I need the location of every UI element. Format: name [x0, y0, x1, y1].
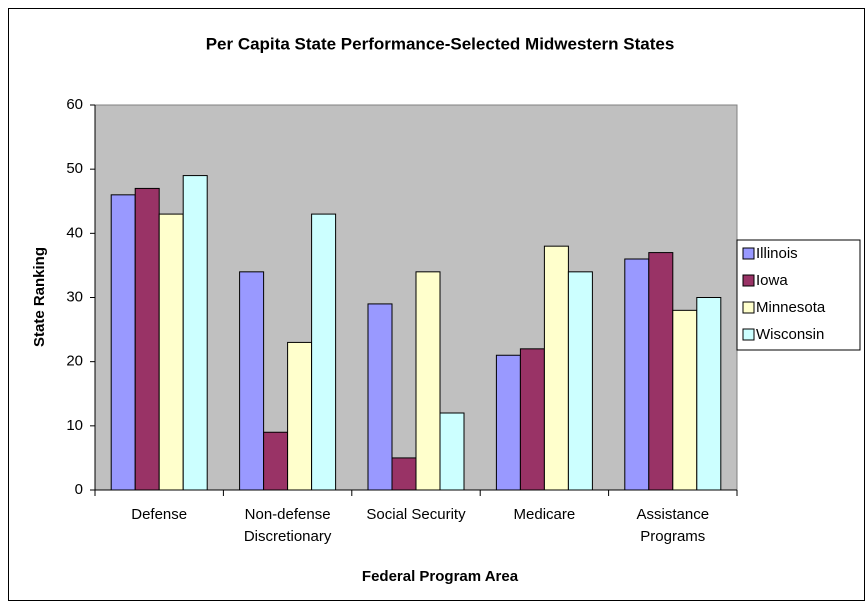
- x-axis-title: Federal Program Area: [362, 568, 519, 585]
- bar: [391, 457, 417, 491]
- bar: [263, 431, 289, 491]
- bar: [624, 258, 650, 491]
- bar: [648, 252, 674, 491]
- x-tick-label: Assistance Programs: [636, 506, 710, 545]
- bar: [110, 194, 136, 491]
- legend-label: Minnesota: [756, 299, 826, 316]
- bar: [439, 412, 465, 491]
- legend-swatch: [742, 328, 755, 341]
- legend-swatch: [742, 301, 755, 314]
- y-tick-label: 60: [66, 96, 83, 113]
- y-tick-label: 20: [66, 353, 83, 370]
- legend-swatch: [742, 247, 755, 260]
- legend-label: Iowa: [756, 272, 788, 289]
- x-tick-label: Non-defense Discretionary: [243, 506, 332, 545]
- bar: [158, 213, 184, 491]
- bar: [567, 271, 593, 491]
- chart-title: Per Capita State Performance-Selected Mi…: [206, 34, 675, 53]
- bar: [696, 297, 722, 491]
- bar: [415, 271, 441, 491]
- x-tick-label: Defense: [131, 506, 188, 523]
- y-tick-label: 10: [66, 417, 83, 434]
- y-tick-label: 0: [75, 481, 83, 498]
- y-axis-title: State Ranking: [31, 247, 48, 347]
- bar: [182, 175, 208, 491]
- legend-label: Illinois: [756, 245, 798, 262]
- bar: [134, 187, 160, 491]
- y-tick-label: 50: [66, 160, 83, 177]
- bar: [311, 213, 337, 491]
- bar: [367, 303, 393, 491]
- bar: [239, 271, 265, 491]
- bar: [672, 309, 698, 491]
- legend-label: Wisconsin: [756, 326, 824, 343]
- y-tick-label: 30: [66, 288, 83, 305]
- x-tick-label: Medicare: [513, 506, 576, 523]
- bar: [519, 348, 545, 491]
- bar: [495, 354, 521, 491]
- x-tick-label: Social Security: [366, 506, 466, 523]
- y-tick-label: 40: [66, 224, 83, 241]
- bar: [287, 341, 313, 491]
- legend-box: [736, 239, 861, 351]
- legend-swatch: [742, 274, 755, 287]
- bar: [543, 245, 569, 491]
